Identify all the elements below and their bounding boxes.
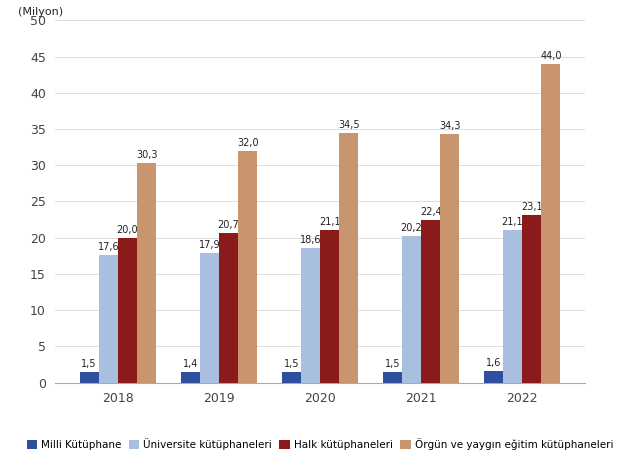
Text: 21,1: 21,1 bbox=[502, 217, 524, 227]
Text: 1,4: 1,4 bbox=[182, 360, 198, 369]
Text: 44,0: 44,0 bbox=[540, 51, 562, 61]
Bar bbox=[320, 230, 339, 382]
Text: 34,5: 34,5 bbox=[338, 120, 360, 130]
Bar bbox=[440, 134, 460, 382]
Text: 20,0: 20,0 bbox=[116, 225, 138, 235]
Bar bbox=[79, 372, 99, 382]
Text: 32,0: 32,0 bbox=[237, 138, 259, 148]
Bar bbox=[503, 230, 522, 382]
Bar bbox=[522, 215, 541, 382]
Bar bbox=[137, 163, 156, 382]
Bar bbox=[282, 372, 301, 382]
Text: (Milyon): (Milyon) bbox=[19, 7, 63, 17]
Text: 17,6: 17,6 bbox=[97, 242, 119, 252]
Bar bbox=[99, 255, 118, 382]
Bar bbox=[541, 64, 561, 382]
Bar bbox=[339, 133, 358, 382]
Text: 1,5: 1,5 bbox=[81, 359, 97, 369]
Bar bbox=[180, 372, 200, 382]
Text: 23,1: 23,1 bbox=[521, 202, 543, 212]
Bar bbox=[421, 220, 440, 382]
Legend: Milli Kütüphane, Üniversite kütüphaneleri, Halk kütüphaneleri, Örgün ve yaygın e: Milli Kütüphane, Üniversite kütüphaneler… bbox=[24, 435, 616, 450]
Text: 21,1: 21,1 bbox=[319, 217, 340, 227]
Bar bbox=[200, 253, 219, 382]
Text: 1,5: 1,5 bbox=[385, 359, 400, 369]
Text: 1,5: 1,5 bbox=[284, 359, 299, 369]
Text: 17,9: 17,9 bbox=[198, 240, 220, 250]
Text: 20,2: 20,2 bbox=[401, 223, 422, 233]
Bar bbox=[118, 238, 137, 382]
Bar bbox=[301, 248, 320, 382]
Text: 30,3: 30,3 bbox=[136, 150, 157, 160]
Bar bbox=[484, 371, 503, 382]
Bar bbox=[383, 372, 402, 382]
Bar bbox=[402, 236, 421, 382]
Bar bbox=[238, 151, 257, 382]
Text: 20,7: 20,7 bbox=[218, 220, 239, 230]
Text: 18,6: 18,6 bbox=[300, 235, 321, 245]
Text: 34,3: 34,3 bbox=[439, 121, 461, 131]
Bar bbox=[219, 233, 238, 382]
Text: 22,4: 22,4 bbox=[420, 207, 442, 217]
Text: 1,6: 1,6 bbox=[486, 358, 501, 368]
